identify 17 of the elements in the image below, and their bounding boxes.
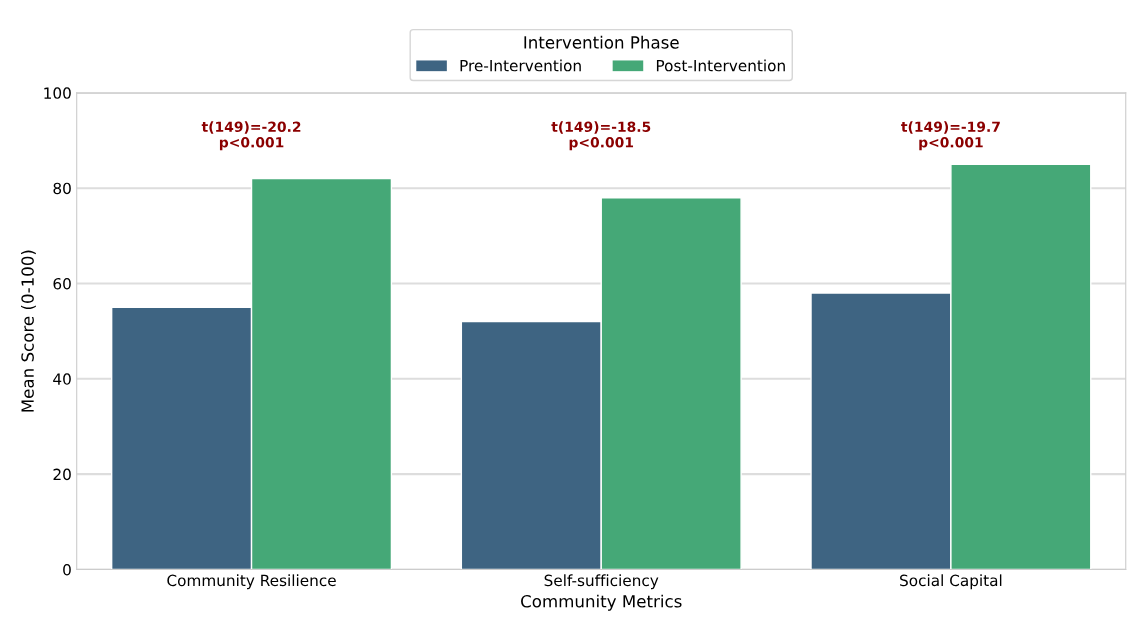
- y-tick-label: 60: [53, 277, 71, 290]
- x-tick-label: Community Resilience: [167, 574, 336, 590]
- x-tick-label: Social Capital: [900, 574, 1002, 590]
- y-axis-title: Mean Score (0-100): [21, 250, 36, 412]
- annotation: t(149)=-19.7 p<0.001: [901, 121, 1000, 151]
- x-tick-label: Self-sufficiency: [544, 574, 659, 590]
- annotation: t(149)=-18.5 p<0.001: [551, 121, 651, 151]
- y-tick-label: 40: [53, 373, 71, 385]
- y-tick-label: 20: [53, 468, 71, 481]
- y-tick-label: 0: [63, 563, 71, 576]
- legend-label: Pre-Intervention: [460, 59, 581, 72]
- x-axis-title: Community Metrics: [521, 594, 682, 611]
- y-tick-label: 80: [53, 182, 71, 195]
- annotation: t(149)=-20.2 p<0.001: [201, 121, 301, 151]
- y-tick-label: 100: [44, 87, 71, 99]
- legend-title: Intervention Phase: [524, 35, 679, 49]
- legend-label: Post-Intervention: [656, 59, 785, 72]
